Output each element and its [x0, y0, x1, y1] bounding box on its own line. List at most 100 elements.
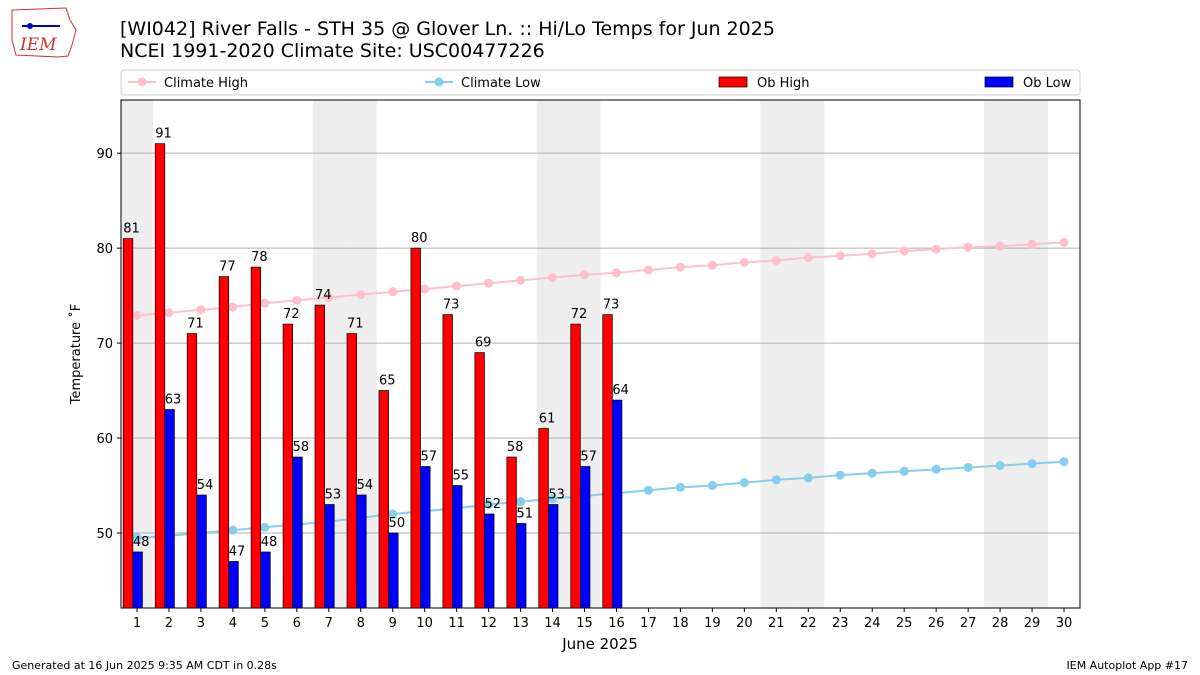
x-tick-label: 26: [928, 616, 945, 631]
x-tick-label: 3: [197, 616, 205, 631]
legend-label: Climate Low: [461, 76, 541, 91]
line-marker: [867, 468, 877, 478]
line-marker: [707, 260, 717, 270]
chart-subtitle: NCEI 1991-2020 Climate Site: USC00477226: [120, 40, 545, 62]
bar: [570, 323, 581, 609]
x-tick-label: 22: [800, 616, 817, 631]
bar: [580, 466, 591, 609]
data-label: 77: [219, 260, 236, 275]
data-label: 50: [389, 516, 406, 531]
data-label: 58: [293, 440, 310, 455]
line-marker: [803, 473, 813, 483]
x-tick-label: 28: [992, 616, 1009, 631]
x-tick-label: 24: [864, 616, 881, 631]
legend-swatch: [718, 76, 748, 88]
bar: [506, 456, 517, 609]
data-label: 73: [603, 298, 620, 313]
bar: [516, 523, 527, 609]
bar: [611, 399, 623, 609]
line-marker: [675, 482, 685, 492]
line-marker: [548, 273, 558, 283]
y-tick-label: 80: [96, 242, 113, 257]
x-tick-label: 13: [512, 616, 529, 631]
data-label: 52: [484, 497, 501, 512]
logo-text: IEM: [19, 35, 57, 55]
x-tick-label: 1: [133, 616, 141, 631]
x-tick-label: 5: [261, 616, 269, 631]
bar: [420, 466, 431, 609]
data-label: 57: [421, 450, 438, 465]
data-label: 47: [229, 544, 246, 559]
line-marker: [995, 461, 1005, 471]
line-marker: [292, 295, 302, 305]
line-marker: [164, 308, 174, 318]
data-label: 53: [548, 488, 565, 503]
x-tick-label: 19: [704, 616, 721, 631]
line-marker: [1059, 457, 1069, 467]
data-label: 73: [443, 298, 460, 313]
line: [136, 241, 1065, 317]
data-label: 57: [580, 450, 597, 465]
x-tick-label: 9: [389, 616, 397, 631]
data-label: 51: [516, 506, 533, 521]
x-tick-label: 15: [576, 616, 593, 631]
legend-label: Climate High: [164, 76, 248, 91]
shade-band: [1016, 100, 1049, 608]
line-marker: [228, 302, 238, 312]
data-label: 74: [315, 288, 332, 303]
line-marker: [675, 262, 685, 272]
bar: [602, 314, 613, 609]
line-marker: [835, 251, 845, 261]
y-tick-label: 70: [96, 337, 113, 352]
bar: [292, 456, 303, 609]
bar: [474, 352, 485, 609]
bar: [410, 247, 421, 609]
line-marker: [484, 500, 494, 510]
line-marker: [707, 481, 717, 491]
x-tick-label: 6: [293, 616, 301, 631]
bar: [538, 428, 549, 609]
bar: [122, 238, 134, 609]
data-label: 71: [347, 317, 364, 332]
legend-label: Ob High: [757, 76, 810, 91]
line-marker: [516, 497, 526, 507]
bar: [356, 494, 367, 609]
legend-marker: [434, 77, 444, 87]
x-tick-label: 27: [960, 616, 977, 631]
shade-band: [984, 100, 1017, 608]
line-marker: [132, 311, 142, 321]
x-tick-label: 2: [165, 616, 173, 631]
bar: [186, 333, 198, 609]
line-marker: [611, 268, 621, 278]
shade-band: [760, 100, 793, 608]
x-tick-label: 29: [1024, 616, 1041, 631]
bar: [218, 276, 230, 609]
legend-label: Ob Low: [1023, 76, 1072, 91]
data-label: 78: [251, 250, 268, 265]
shade-band: [792, 100, 825, 608]
x-tick-label: 7: [325, 616, 333, 631]
logo-outline: [11, 7, 77, 58]
data-label: 61: [539, 412, 556, 427]
data-label: 72: [571, 307, 588, 322]
bar: [388, 532, 399, 609]
line-marker: [516, 275, 526, 285]
line-marker: [484, 278, 494, 288]
data-label: 58: [507, 440, 524, 455]
footer-left: Generated at 16 Jun 2025 9:35 AM CDT in …: [12, 659, 277, 672]
y-tick-label: 90: [96, 147, 113, 162]
line-marker: [324, 293, 334, 303]
line-marker: [1027, 459, 1037, 469]
bar: [260, 551, 271, 609]
bar: [346, 333, 357, 609]
y-tick-label: 60: [96, 432, 113, 447]
line-marker: [771, 475, 781, 485]
line-marker: [1027, 239, 1037, 249]
line-marker: [643, 265, 653, 275]
line-marker: [835, 470, 845, 480]
data-label: 71: [187, 317, 204, 332]
legend-swatch: [984, 76, 1014, 88]
bar: [484, 513, 495, 609]
line-marker: [388, 509, 398, 519]
